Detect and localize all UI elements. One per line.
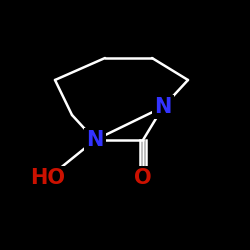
Text: HO: HO [30,168,66,188]
Text: O: O [134,168,152,188]
Text: N: N [154,97,172,117]
Text: N: N [86,130,104,150]
